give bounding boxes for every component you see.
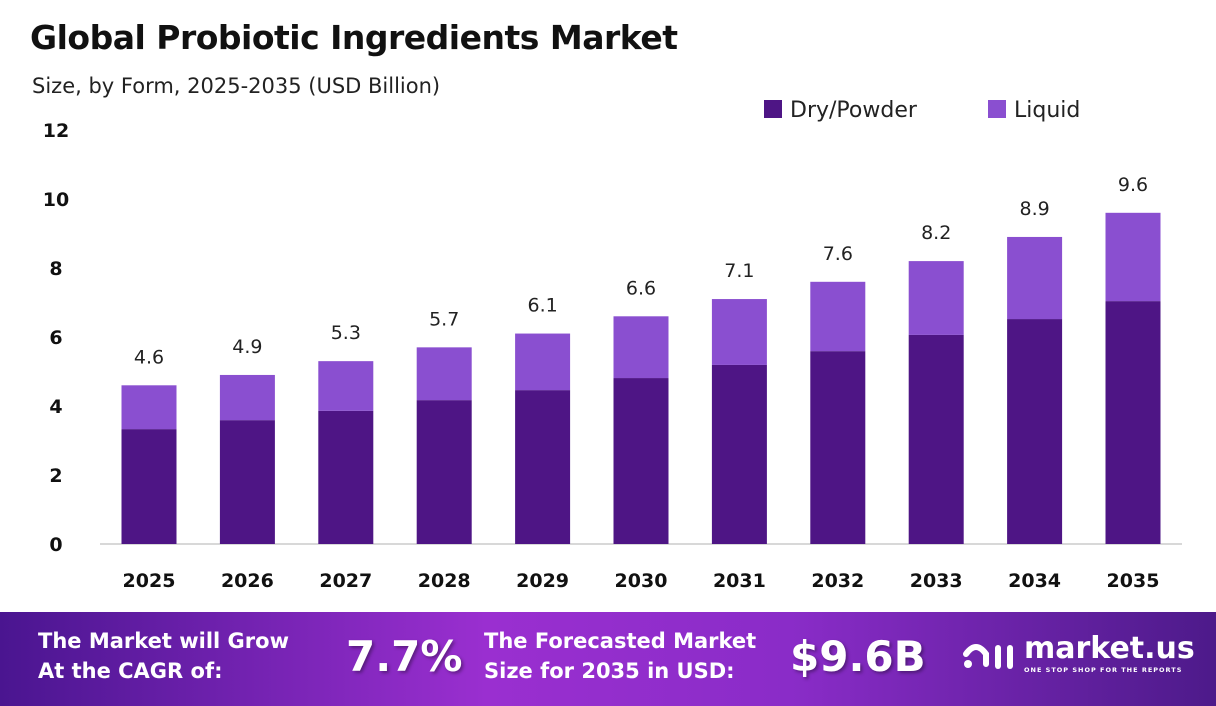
x-tick-label: 2025 [123, 570, 176, 592]
logo-mark-icon [963, 644, 1013, 669]
bar-dry-powder-2025 [121, 429, 177, 544]
y-tick-label: 2 [49, 465, 62, 487]
bar-liquid-2026 [219, 374, 275, 421]
legend-swatch [988, 100, 1006, 118]
data-label-total: 5.3 [331, 322, 361, 344]
bar-liquid-2030 [613, 316, 669, 379]
data-label-total: 7.1 [724, 260, 754, 282]
bar-liquid-2035 [1105, 212, 1161, 302]
x-tick-label: 2035 [1107, 570, 1160, 592]
cagr-label-line2: At the CAGR of: [38, 659, 223, 683]
data-label-total: 8.2 [921, 222, 951, 244]
forecast-label-line1: The Forecasted Market [484, 629, 757, 653]
forecast-label: The Forecasted Market Size for 2035 in U… [484, 626, 756, 686]
bar-dry-powder-2033 [908, 334, 964, 544]
y-tick-label: 8 [49, 258, 62, 280]
x-tick-label: 2026 [221, 570, 274, 592]
bar-liquid-2034 [1007, 236, 1063, 320]
x-tick-label: 2033 [910, 570, 963, 592]
bar-dry-powder-2029 [515, 390, 571, 544]
data-label-total: 6.1 [527, 295, 557, 317]
forecast-label-line2: Size for 2035 in USD: [484, 659, 735, 683]
data-label-total: 5.7 [429, 308, 459, 330]
forecast-value: $9.6B [790, 632, 926, 681]
bar-liquid-2032 [810, 281, 866, 352]
bar-dry-powder-2027 [318, 410, 374, 544]
y-tick-label: 4 [49, 396, 62, 418]
cagr-value: 7.7% [346, 632, 463, 681]
bar-liquid-2029 [515, 333, 571, 391]
bar-liquid-2027 [318, 361, 374, 411]
y-tick-label: 12 [43, 120, 69, 142]
data-label-total: 8.9 [1019, 198, 1049, 220]
legend-label: Liquid [1014, 98, 1080, 123]
bar-liquid-2025 [121, 385, 177, 430]
y-tick-label: 10 [43, 189, 69, 211]
bar-dry-powder-2030 [613, 378, 669, 544]
bar-liquid-2033 [908, 261, 964, 335]
y-tick-label: 6 [49, 327, 62, 349]
x-tick-label: 2034 [1008, 570, 1061, 592]
footer-banner: The Market will Grow At the CAGR of: 7.7… [0, 612, 1216, 706]
stacked-bar-chart: 0 2 4 6 8 10 12 4.6 2025 4.9 2026 5.3 2027 5.7 2028 6.1… [43, 98, 1182, 592]
x-tick-label: 2031 [713, 570, 766, 592]
cagr-label: The Market will Grow At the CAGR of: [38, 626, 289, 686]
data-label-total: 9.6 [1118, 174, 1148, 196]
bar-dry-powder-2035 [1105, 301, 1161, 544]
chart-title: Global Probiotic Ingredients Market [30, 18, 678, 57]
bar-dry-powder-2031 [711, 364, 767, 544]
data-label-total: 4.9 [232, 336, 262, 358]
bar-dry-powder-2026 [219, 420, 275, 544]
cagr-label-line1: The Market will Grow [38, 629, 289, 653]
logo-text: market.us [1024, 631, 1195, 666]
bar-liquid-2031 [711, 299, 767, 365]
x-tick-label: 2030 [615, 570, 668, 592]
market-us-logo: market.us ONE STOP SHOP FOR THE REPORTS [962, 634, 1195, 674]
bar-dry-powder-2032 [810, 351, 866, 544]
x-tick-label: 2029 [516, 570, 569, 592]
chart-subtitle: Size, by Form, 2025-2035 (USD Billion) [32, 74, 441, 98]
y-tick-label: 0 [49, 534, 62, 556]
legend-swatch [764, 100, 782, 118]
bar-dry-powder-2034 [1007, 319, 1063, 544]
bar-liquid-2028 [416, 347, 472, 401]
data-label-total: 7.6 [823, 243, 853, 265]
x-tick-label: 2032 [811, 570, 864, 592]
logo-tagline: ONE STOP SHOP FOR THE REPORTS [1024, 666, 1183, 674]
bar-dry-powder-2028 [416, 400, 472, 544]
data-label-total: 6.6 [626, 277, 656, 299]
x-tick-label: 2028 [418, 570, 471, 592]
legend-label: Dry/Powder [790, 98, 918, 123]
x-tick-label: 2027 [319, 570, 372, 592]
data-label-total: 4.6 [134, 346, 164, 368]
